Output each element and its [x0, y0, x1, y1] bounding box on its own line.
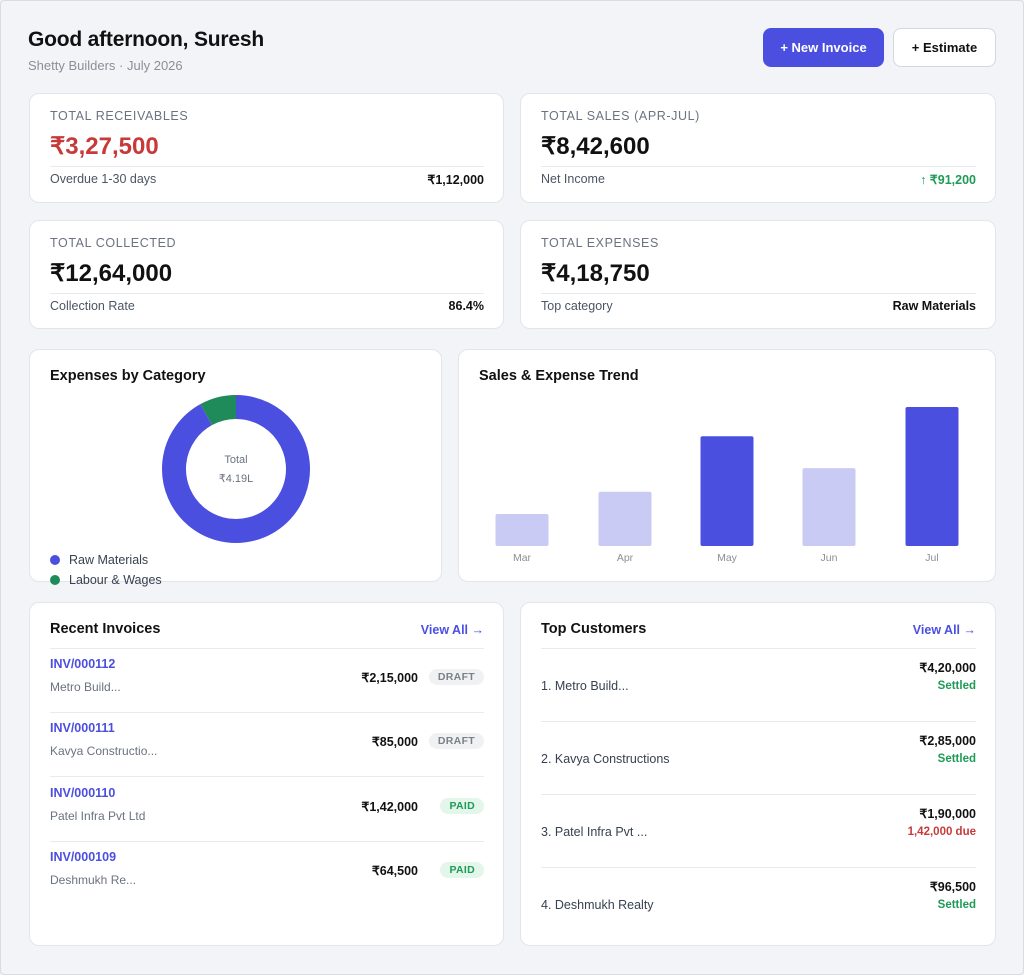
legend-dot	[50, 555, 60, 565]
business-period-subtitle: Shetty Builders · July 2026	[28, 58, 183, 73]
customer-name: 2. Kavya Constructions	[541, 752, 670, 766]
expenses-donut-chart: Total ₹4.19L	[162, 395, 310, 543]
status-badge: PAID	[440, 798, 484, 814]
customer-row[interactable]: 2. Kavya Constructions ₹2,85,000 Settled	[541, 722, 976, 795]
page-header: Good afternoon, Suresh Shetty Builders ·…	[28, 28, 264, 73]
invoice-customer: Kavya Constructio...	[50, 744, 158, 758]
recent-invoices-card: Recent Invoices View All → INV/000112 Me…	[29, 602, 504, 946]
invoice-amount: ₹85,000	[371, 735, 418, 749]
kpi-footer-label: Overdue 1-30 days	[50, 172, 157, 186]
legend-label: Raw Materials	[69, 553, 149, 567]
invoice-id-link[interactable]: INV/000111	[50, 721, 115, 735]
estimate-button[interactable]: + Estimate	[893, 28, 996, 67]
customer-row[interactable]: 4. Deshmukh Realty ₹96,500 Settled	[541, 868, 976, 941]
customer-amount: ₹1,90,000	[919, 807, 976, 821]
legend-dot	[50, 575, 60, 585]
customer-amount: ₹96,500	[929, 880, 976, 894]
kpi-footer-value: 86.4%	[448, 299, 484, 313]
x-tick-label: Jun	[821, 552, 838, 564]
invoice-customer: Patel Infra Pvt Ltd	[50, 809, 146, 823]
card-title: Top Customers	[541, 621, 647, 637]
donut-center-value: ₹4.19L	[219, 473, 254, 485]
sales-expense-trend-card: Sales & Expense Trend Mar Apr May Jun Jul	[458, 349, 996, 582]
divider	[541, 293, 976, 294]
customer-name: 1. Metro Build...	[541, 679, 629, 693]
customer-row[interactable]: 1. Metro Build... ₹4,20,000 Settled	[541, 649, 976, 722]
kpi-footer-value: ↑ ₹91,200	[920, 173, 976, 187]
customers-view-all-link[interactable]: View All →	[912, 623, 976, 637]
invoice-customer: Metro Build...	[50, 680, 121, 694]
kpi-footer-label: Top category	[541, 299, 613, 313]
bar-jun	[802, 468, 856, 546]
invoice-id-link[interactable]: INV/000112	[50, 657, 116, 671]
kpi-footer-label: Collection Rate	[50, 299, 135, 313]
kpi-value: ₹8,42,600	[541, 133, 650, 160]
invoice-row[interactable]: INV/000111 Kavya Constructio... ₹85,000 …	[50, 713, 484, 777]
customer-status: Settled	[937, 753, 976, 765]
bar-apr	[598, 491, 652, 546]
invoice-row[interactable]: INV/000109 Deshmukh Re... ₹64,500 PAID	[50, 842, 484, 906]
kpi-label: TOTAL COLLECTED	[50, 236, 177, 250]
kpi-card-sales: TOTAL SALES (APR-JUL) ₹8,42,600 Net Inco…	[520, 93, 996, 203]
invoice-customer: Deshmukh Re...	[50, 873, 137, 887]
bar-may	[700, 436, 754, 546]
kpi-value: ₹3,27,500	[50, 133, 159, 160]
customer-row[interactable]: 3. Patel Infra Pvt ... ₹1,90,000 1,42,00…	[541, 795, 976, 868]
customer-status: Settled	[937, 680, 976, 692]
card-title: Sales & Expense Trend	[479, 368, 639, 384]
kpi-label: TOTAL RECEIVABLES	[50, 109, 189, 123]
x-tick-label: Jul	[925, 552, 938, 564]
customer-name: 4. Deshmukh Realty	[541, 898, 654, 912]
bar-mar	[495, 514, 549, 546]
donut-center-label: Total	[224, 454, 247, 466]
divider	[541, 166, 976, 167]
kpi-footer-value: Raw Materials	[892, 299, 976, 313]
invoice-amount: ₹64,500	[371, 864, 418, 878]
kpi-value: ₹12,64,000	[50, 260, 173, 287]
customer-amount: ₹2,85,000	[919, 734, 976, 748]
x-tick-label: May	[717, 552, 738, 564]
invoice-row[interactable]: INV/000110 Patel Infra Pvt Ltd ₹1,42,000…	[50, 778, 484, 842]
invoices-view-all-link[interactable]: View All →	[420, 623, 484, 637]
top-customers-card: Top Customers View All → 1. Metro Build.…	[520, 602, 996, 946]
legend-label: Labour & Wages	[69, 573, 162, 587]
legend-item-raw-materials: Raw Materials	[50, 553, 148, 567]
card-title: Recent Invoices	[50, 621, 161, 637]
kpi-footer-value: ₹1,12,000	[427, 173, 484, 187]
kpi-value: ₹4,18,750	[541, 260, 650, 287]
status-badge: DRAFT	[428, 733, 484, 749]
invoice-id-link[interactable]: INV/000110	[50, 786, 116, 800]
x-tick-label: Apr	[617, 552, 634, 564]
kpi-card-collected: TOTAL COLLECTED ₹12,64,000 Collection Ra…	[29, 220, 504, 329]
divider	[50, 648, 484, 649]
kpi-label: TOTAL SALES (APR-JUL)	[541, 109, 700, 123]
new-invoice-button[interactable]: + New Invoice	[763, 28, 884, 67]
donut-slice-labour-wages	[200, 395, 237, 426]
donut-slice-raw-materials	[162, 395, 310, 543]
kpi-card-receivables: TOTAL RECEIVABLES ₹3,27,500 Overdue 1-30…	[29, 93, 504, 203]
status-badge: DRAFT	[428, 669, 484, 685]
invoice-amount: ₹1,42,000	[361, 800, 418, 814]
divider	[50, 166, 484, 167]
x-tick-label: Mar	[513, 552, 532, 564]
bar-jul	[905, 407, 959, 546]
customer-status: 1,42,000 due	[907, 826, 976, 838]
divider	[50, 293, 484, 294]
invoice-amount: ₹2,15,000	[361, 671, 418, 685]
customer-status: Settled	[937, 899, 976, 911]
customer-name: 3. Patel Infra Pvt ...	[541, 825, 648, 839]
divider	[541, 648, 976, 649]
sales-trend-bar-chart: Mar Apr May Jun Jul	[495, 407, 959, 564]
greeting-title: Good afternoon, Suresh	[28, 28, 264, 51]
expenses-by-category-card: Expenses by Category Total ₹4.19L Raw Ma…	[29, 349, 442, 587]
invoice-id-link[interactable]: INV/000109	[50, 850, 117, 864]
kpi-footer-label: Net Income	[541, 172, 605, 186]
kpi-card-expenses: TOTAL EXPENSES ₹4,18,750 Top category Ra…	[520, 220, 996, 329]
invoice-row[interactable]: INV/000112 Metro Build... ₹2,15,000 DRAF…	[50, 649, 484, 713]
card-title: Expenses by Category	[50, 368, 206, 384]
status-badge: PAID	[440, 862, 484, 878]
legend-item-labour-wages: Labour & Wages	[50, 573, 162, 587]
kpi-label: TOTAL EXPENSES	[541, 236, 659, 250]
customer-amount: ₹4,20,000	[919, 661, 976, 675]
